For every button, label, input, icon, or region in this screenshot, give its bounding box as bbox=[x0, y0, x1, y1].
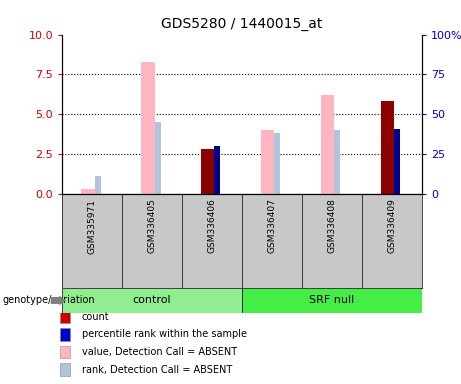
Bar bbox=[261, 130, 274, 194]
Text: percentile rank within the sample: percentile rank within the sample bbox=[82, 329, 247, 339]
Text: GSM336408: GSM336408 bbox=[327, 199, 337, 253]
Bar bbox=[242, 288, 422, 313]
Bar bbox=[60, 346, 70, 358]
Bar bbox=[60, 363, 70, 376]
Bar bbox=[321, 95, 334, 194]
Bar bbox=[142, 62, 154, 194]
Text: genotype/variation: genotype/variation bbox=[2, 295, 95, 306]
Text: GSM335971: GSM335971 bbox=[88, 199, 97, 253]
Bar bbox=[60, 310, 70, 323]
Text: SRF null: SRF null bbox=[309, 295, 355, 306]
Bar bbox=[154, 122, 160, 194]
Title: GDS5280 / 1440015_at: GDS5280 / 1440015_at bbox=[161, 17, 323, 31]
Text: GSM336406: GSM336406 bbox=[207, 199, 217, 253]
Bar bbox=[201, 149, 214, 194]
Text: value, Detection Call = ABSENT: value, Detection Call = ABSENT bbox=[82, 347, 236, 357]
Text: GSM336409: GSM336409 bbox=[387, 199, 396, 253]
Bar bbox=[95, 176, 100, 194]
Text: count: count bbox=[82, 311, 109, 321]
Bar bbox=[394, 129, 400, 194]
Bar bbox=[60, 328, 70, 341]
Bar bbox=[214, 146, 220, 194]
Bar bbox=[82, 189, 95, 194]
Text: GSM336405: GSM336405 bbox=[148, 199, 157, 253]
Text: control: control bbox=[133, 295, 171, 306]
Text: rank, Detection Call = ABSENT: rank, Detection Call = ABSENT bbox=[82, 365, 232, 375]
Bar bbox=[381, 101, 394, 194]
Bar bbox=[274, 133, 280, 194]
Bar bbox=[62, 288, 242, 313]
Text: GSM336407: GSM336407 bbox=[267, 199, 277, 253]
Bar bbox=[334, 130, 340, 194]
